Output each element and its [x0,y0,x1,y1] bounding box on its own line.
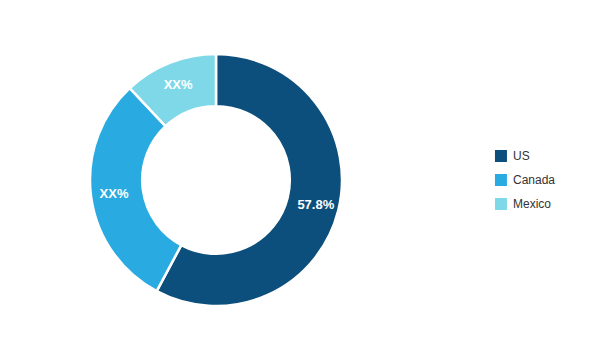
svg-text:57.8%: 57.8% [297,197,334,212]
svg-text:XX%: XX% [164,77,193,92]
svg-text:US: US [513,149,530,163]
svg-text:Canada: Canada [513,173,555,187]
svg-text:Mexico: Mexico [513,197,551,211]
svg-text:XX%: XX% [100,186,129,201]
